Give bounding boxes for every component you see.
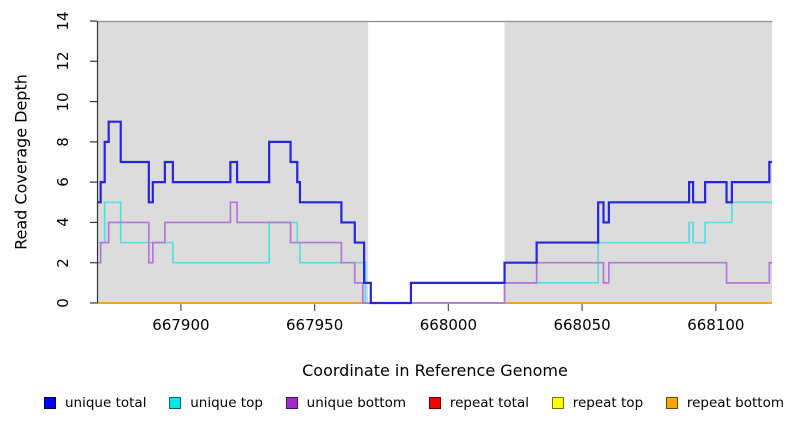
legend-label: unique top xyxy=(190,395,263,411)
legend-label: unique bottom xyxy=(306,395,407,411)
shaded-region xyxy=(504,21,772,303)
legend-swatch-unique-total xyxy=(44,397,56,409)
y-tick-label: 0 xyxy=(54,298,72,308)
legend-label: unique total xyxy=(65,395,147,411)
x-tick-label: 668100 xyxy=(687,316,745,334)
legend-label: repeat bottom xyxy=(686,395,784,411)
series-line-unique-total xyxy=(98,120,772,305)
x-axis-title: Coordinate in Reference Genome xyxy=(302,361,568,380)
legend-label: repeat total xyxy=(449,395,529,411)
legend-swatch-unique-bottom xyxy=(285,397,298,409)
legend-item-repeat-total: repeat total xyxy=(428,395,529,411)
legend-swatch-repeat-top xyxy=(551,397,564,409)
legend-swatch-unique-top xyxy=(169,397,182,409)
x-tick-label: 667900 xyxy=(152,316,210,334)
y-tick-label: 4 xyxy=(54,217,72,228)
legend-item-repeat-bottom: repeat bottom xyxy=(665,395,784,411)
y-tick-label: 10 xyxy=(54,92,72,112)
x-tick-label: 667950 xyxy=(286,316,344,334)
y-axis-title: Read Coverage Depth xyxy=(11,74,31,250)
legend-label: repeat top xyxy=(572,395,644,411)
y-tick-label: 6 xyxy=(54,177,72,187)
legend-swatch-repeat-bottom xyxy=(665,397,678,409)
y-tick-label: 8 xyxy=(54,137,72,147)
legend-item-unique-total: unique total xyxy=(44,395,146,411)
legend-item-unique-top: unique top xyxy=(169,395,263,411)
legend-item-repeat-top: repeat top xyxy=(551,395,644,411)
y-tick-label: 2 xyxy=(54,257,72,268)
legend-swatch-repeat-total xyxy=(428,397,441,409)
legend-item-unique-bottom: unique bottom xyxy=(285,395,407,411)
series-line-unique-bottom xyxy=(98,201,772,304)
legend: unique total unique top unique bottom repea… xyxy=(44,395,784,411)
x-tick-label: 668000 xyxy=(419,316,477,334)
x-tick-label: 668050 xyxy=(553,316,611,334)
y-tick-label: 14 xyxy=(54,11,72,31)
y-tick-label: 12 xyxy=(54,51,72,71)
